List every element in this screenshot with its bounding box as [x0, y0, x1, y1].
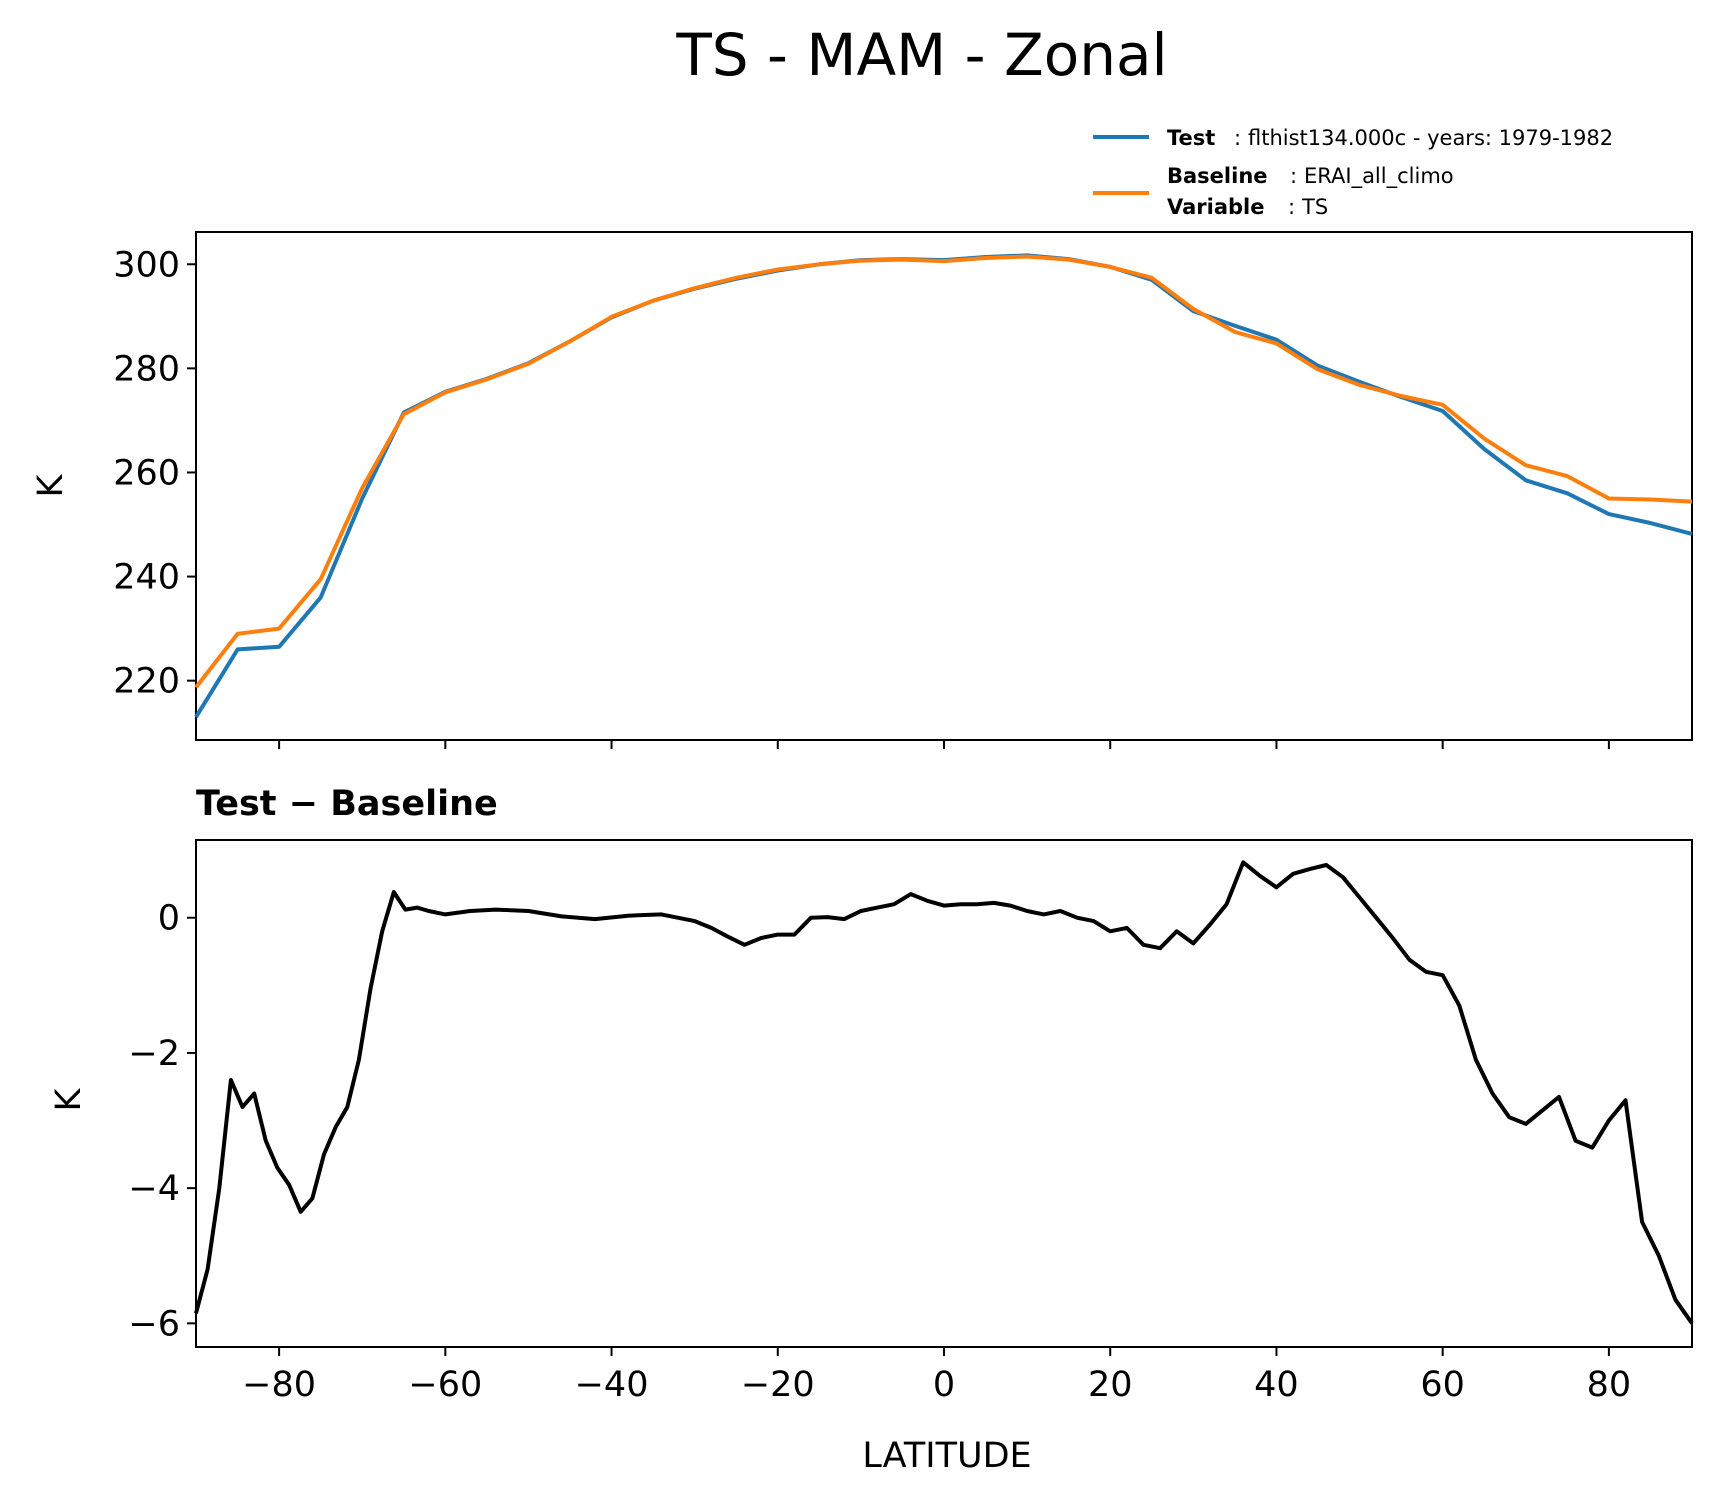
legend-baseline-key: Baseline: [1167, 164, 1268, 188]
xtick-label: 60: [1420, 1365, 1465, 1405]
xtick-label: 40: [1254, 1365, 1299, 1405]
panel0-series-baseline: [194, 254, 1693, 689]
legend-variable-sep: :: [1288, 195, 1295, 219]
legend-test-sep: :: [1234, 126, 1241, 150]
xtick-label: −40: [575, 1365, 649, 1405]
legend-baseline-value: ERAI_all_climo: [1304, 164, 1454, 189]
panel0-ytick-label: 260: [113, 453, 180, 493]
xtick-label: −20: [741, 1365, 815, 1405]
xtick-label: 80: [1587, 1365, 1632, 1405]
top-panel-ylabel: K: [31, 473, 71, 497]
bottom-panel-title: Test − Baseline: [196, 784, 498, 824]
panel1-series-test-baseline: [194, 860, 1694, 1325]
panel1-ytick-label: −2: [128, 1034, 180, 1074]
x-axis-label: LATITUDE: [862, 1436, 1031, 1476]
xtick-label: 20: [1088, 1365, 1133, 1405]
legend-test-value: flthist134.000c - years: 1979-1982: [1248, 126, 1613, 150]
bottom-panel-frame: [195, 839, 1693, 1348]
bottom-panel: Test − Baseline −6−4−20 −80 −60 −40 −20 0 20 4…: [49, 784, 1694, 1405]
panel1-ytick-label: −6: [128, 1304, 180, 1344]
panel1-ytick-label: −4: [128, 1169, 180, 1209]
panel1-ytick-label: 0: [158, 899, 180, 939]
bottom-panel-ylabel: K: [49, 1087, 89, 1111]
panel0-ytick-label: 280: [113, 349, 180, 389]
panel0-ytick-label: 220: [113, 662, 180, 702]
figure-title: TS - MAM - Zonal: [675, 21, 1167, 89]
top-panel-frame: [195, 231, 1693, 741]
panel0-series-test: [194, 253, 1693, 719]
panel0-ytick-label: 240: [113, 558, 180, 598]
legend: Test : flthist134.000c - years: 1979-198…: [1093, 126, 1613, 219]
legend-variable-value: TS: [1301, 195, 1328, 219]
panel0-ytick-label: 300: [113, 245, 180, 285]
legend-variable-key: Variable: [1167, 195, 1264, 219]
legend-baseline-sep: :: [1290, 164, 1297, 188]
xtick-label: 0: [933, 1365, 955, 1405]
top-panel: 220 240 260 280 300 K: [31, 231, 1693, 749]
xtick-label: −80: [242, 1365, 316, 1405]
legend-test-key: Test: [1167, 126, 1215, 150]
xtick-label: −60: [408, 1365, 482, 1405]
